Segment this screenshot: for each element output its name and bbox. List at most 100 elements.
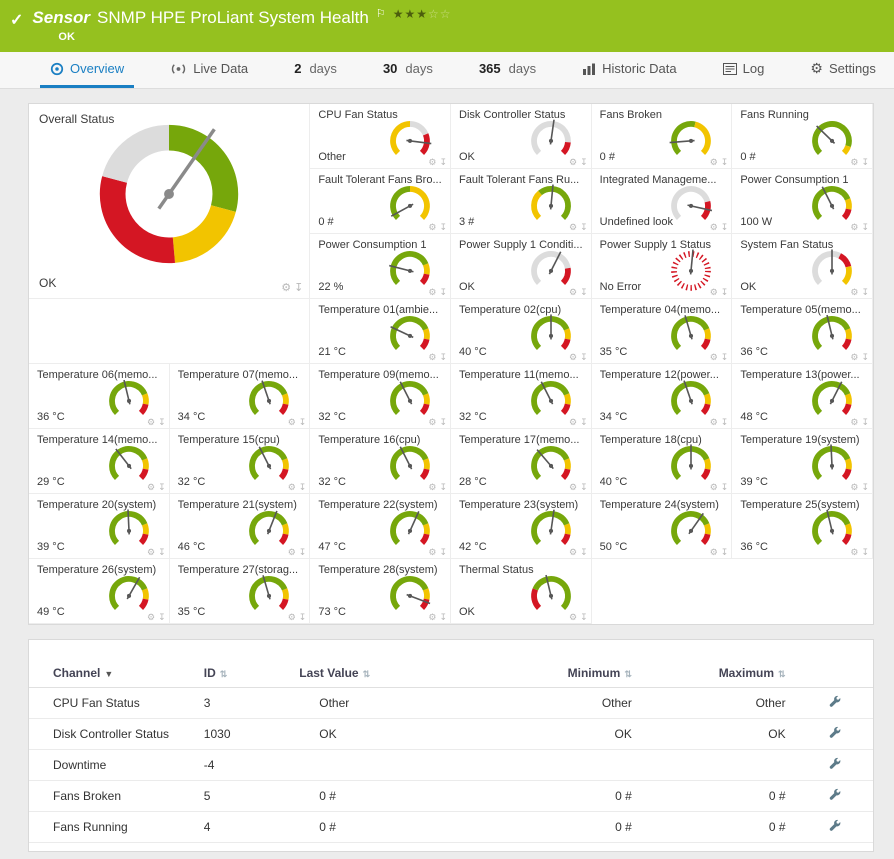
gear-icon[interactable]: ⚙ xyxy=(428,612,437,622)
download-icon[interactable]: ↧ xyxy=(861,352,869,362)
gauge-tile[interactable]: Temperature 21(system) 46 °C ⚙ ↧ xyxy=(169,494,311,559)
download-icon[interactable]: ↧ xyxy=(580,352,588,362)
download-icon[interactable]: ↧ xyxy=(861,157,869,167)
cell-settings[interactable] xyxy=(797,780,873,812)
gauge-tile[interactable]: Temperature 15(cpu) 32 °C ⚙ ↧ xyxy=(169,429,311,494)
gauge-tile[interactable]: Power Supply 1 Status No Error ⚙ ↧ xyxy=(591,234,733,299)
download-icon[interactable]: ↧ xyxy=(580,417,588,427)
gauge-tile[interactable]: Temperature 16(cpu) 32 °C ⚙ ↧ xyxy=(310,429,451,494)
download-icon[interactable]: ↧ xyxy=(439,352,447,362)
tab-30-days[interactable]: 30 days xyxy=(373,52,443,88)
column-header-id[interactable]: ID ⇅ xyxy=(199,660,296,688)
gear-icon[interactable]: ⚙ xyxy=(569,417,578,427)
download-icon[interactable]: ↧ xyxy=(439,157,447,167)
download-icon[interactable]: ↧ xyxy=(580,157,588,167)
gauge-tile[interactable]: Temperature 02(cpu) 40 °C ⚙ ↧ xyxy=(451,299,592,364)
download-icon[interactable]: ↧ xyxy=(294,282,304,294)
gauge-tile[interactable]: CPU Fan Status Other ⚙ ↧ xyxy=(310,104,451,169)
table-row[interactable]: Fans Broken 5 0 #0 #0 # xyxy=(29,780,873,812)
gear-icon[interactable]: ⚙ xyxy=(428,287,437,297)
gauge-tile[interactable]: Power Supply 1 Conditi... OK ⚙ ↧ xyxy=(451,234,592,299)
cell-settings[interactable] xyxy=(797,687,873,719)
download-icon[interactable]: ↧ xyxy=(580,612,588,622)
gear-icon[interactable]: ⚙ xyxy=(147,612,156,622)
gear-icon[interactable]: ⚙ xyxy=(287,547,296,557)
download-icon[interactable]: ↧ xyxy=(720,482,729,492)
gauge-tile[interactable]: Temperature 13(power... 48 °C ⚙ ↧ xyxy=(732,364,873,429)
download-icon[interactable]: ↧ xyxy=(439,482,447,492)
gear-icon[interactable]: ⚙ xyxy=(850,417,859,427)
download-icon[interactable]: ↧ xyxy=(298,482,307,492)
gear-icon[interactable]: ⚙ xyxy=(569,547,578,557)
gauge-tile[interactable]: Temperature 26(system) 49 °C ⚙ ↧ xyxy=(29,559,170,624)
gauge-tile[interactable]: Fault Tolerant Fans Bro... 0 # ⚙ ↧ xyxy=(310,169,451,234)
tab-2-days[interactable]: 2 days xyxy=(284,52,347,88)
gear-icon[interactable]: ⚙ xyxy=(709,482,718,492)
gauge-tile[interactable]: Thermal Status OK ⚙ ↧ xyxy=(451,559,592,624)
gear-icon[interactable]: ⚙ xyxy=(709,417,718,427)
download-icon[interactable]: ↧ xyxy=(158,482,166,492)
gear-icon[interactable]: ⚙ xyxy=(287,417,296,427)
flag-icon[interactable]: ⚐ xyxy=(375,8,386,20)
gear-icon[interactable]: ⚙ xyxy=(428,352,437,362)
gear-icon[interactable]: ⚙ xyxy=(428,222,437,232)
tab-live-data[interactable]: Live Data xyxy=(160,52,258,88)
gauge-tile[interactable]: Temperature 23(system) 42 °C ⚙ ↧ xyxy=(451,494,592,559)
gear-icon[interactable]: ⚙ xyxy=(569,612,578,622)
gauge-tile[interactable]: Temperature 14(memo... 29 °C ⚙ ↧ xyxy=(29,429,170,494)
gauge-tile[interactable]: System Fan Status OK ⚙ ↧ xyxy=(732,234,873,299)
cell-channel[interactable]: Fans Broken xyxy=(29,780,200,812)
gauge-tile[interactable]: Temperature 24(system) 50 °C ⚙ ↧ xyxy=(591,494,733,559)
gear-icon[interactable]: ⚙ xyxy=(428,482,437,492)
gear-icon[interactable]: ⚙ xyxy=(709,547,718,557)
cell-channel[interactable]: Downtime xyxy=(29,749,200,781)
gauge-tile[interactable]: Power Consumption 1 100 W ⚙ ↧ xyxy=(732,169,873,234)
download-icon[interactable]: ↧ xyxy=(158,612,166,622)
cell-channel[interactable]: Fans Running xyxy=(29,811,200,843)
cell-channel[interactable]: CPU Fan Status xyxy=(29,687,200,719)
gauge-tile[interactable]: Temperature 06(memo... 36 °C ⚙ ↧ xyxy=(29,364,170,429)
gear-icon[interactable]: ⚙ xyxy=(709,287,718,297)
tab-365-days[interactable]: 365 days xyxy=(469,52,546,88)
download-icon[interactable]: ↧ xyxy=(439,547,447,557)
download-icon[interactable]: ↧ xyxy=(439,287,447,297)
download-icon[interactable]: ↧ xyxy=(720,157,729,167)
gear-icon[interactable]: ⚙ xyxy=(850,287,859,297)
gauge-tile[interactable]: Temperature 09(memo... 32 °C ⚙ ↧ xyxy=(310,364,451,429)
tab-settings[interactable]: ⚙ Settings xyxy=(800,52,886,88)
gauge-tile[interactable]: Power Consumption 1 22 % ⚙ ↧ xyxy=(310,234,451,299)
tab-historic-data[interactable]: Historic Data xyxy=(572,52,686,88)
download-icon[interactable]: ↧ xyxy=(720,547,729,557)
download-icon[interactable]: ↧ xyxy=(861,287,869,297)
gauge-tile[interactable]: Temperature 04(memo... 35 °C ⚙ ↧ xyxy=(591,299,733,364)
gauge-tile[interactable]: Fans Broken 0 # ⚙ ↧ xyxy=(591,104,733,169)
table-row[interactable]: Fans Running 4 0 #0 #0 # xyxy=(29,811,873,843)
download-icon[interactable]: ↧ xyxy=(720,417,729,427)
download-icon[interactable]: ↧ xyxy=(439,612,447,622)
gear-icon[interactable]: ⚙ xyxy=(850,352,859,362)
download-icon[interactable]: ↧ xyxy=(720,222,729,232)
star-rating[interactable]: ★★★☆☆ xyxy=(393,7,452,21)
gauge-tile[interactable]: Temperature 28(system) 73 °C ⚙ ↧ xyxy=(310,559,451,624)
gear-icon[interactable]: ⚙ xyxy=(569,287,578,297)
gear-icon[interactable]: ⚙ xyxy=(147,547,156,557)
table-row[interactable]: Downtime -4 xyxy=(29,749,873,781)
cell-channel[interactable]: Disk Controller Status xyxy=(29,718,200,750)
download-icon[interactable]: ↧ xyxy=(580,287,588,297)
table-row[interactable]: CPU Fan Status 3 Other Other Other xyxy=(29,687,873,719)
download-icon[interactable]: ↧ xyxy=(861,222,869,232)
gear-icon[interactable]: ⚙ xyxy=(709,222,718,232)
gauge-tile[interactable]: Integrated Manageme... Undefined lookup v… xyxy=(591,169,733,234)
gauge-tile[interactable]: Fans Running 0 # ⚙ ↧ xyxy=(732,104,873,169)
gauge-tile[interactable]: Temperature 17(memo... 28 °C ⚙ ↧ xyxy=(451,429,592,494)
gear-icon[interactable]: ⚙ xyxy=(569,352,578,362)
gear-icon[interactable]: ⚙ xyxy=(850,482,859,492)
column-header-channel[interactable]: Channel ▼ xyxy=(29,660,200,688)
gear-icon[interactable]: ⚙ xyxy=(287,482,296,492)
gear-icon[interactable]: ⚙ xyxy=(147,417,156,427)
gear-icon[interactable]: ⚙ xyxy=(569,222,578,232)
gauge-tile[interactable]: Fault Tolerant Fans Ru... 3 # ⚙ ↧ xyxy=(451,169,592,234)
gear-icon[interactable]: ⚙ xyxy=(569,157,578,167)
cell-settings[interactable] xyxy=(797,811,873,843)
gear-icon[interactable]: ⚙ xyxy=(569,482,578,492)
